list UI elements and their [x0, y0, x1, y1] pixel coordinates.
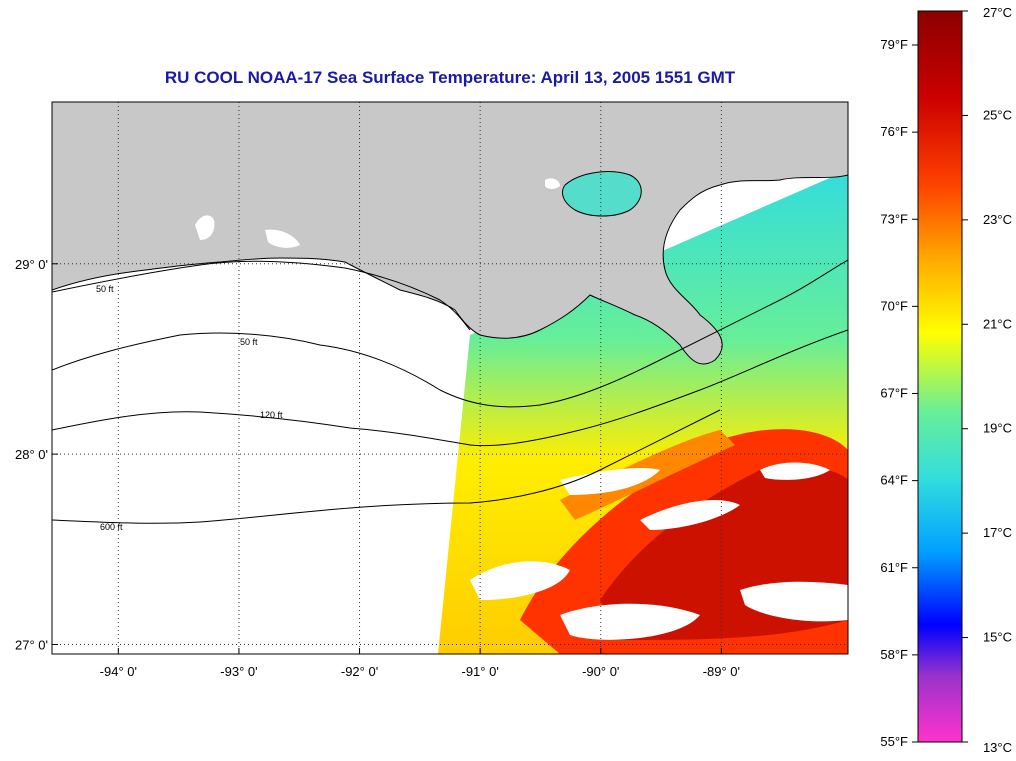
fahrenheit-label-4: 67°F — [880, 386, 908, 401]
longitude-axis: -94° 0' -93° 0' -92° 0' -91° 0' -90° 0' -89° … — [100, 648, 740, 679]
lon-tick-label-5: -89° 0' — [703, 664, 740, 679]
contour-label-600ft: 600 ft — [100, 522, 123, 532]
fahrenheit-label-2: 73°F — [880, 211, 908, 226]
fahrenheit-label-8: 55°F — [880, 734, 908, 749]
graticule — [52, 102, 848, 654]
inland-white-patches — [195, 178, 560, 248]
lat-tick-label-3: 27° 0' — [15, 637, 48, 652]
lon-tick-label-4: -90° 0' — [582, 664, 619, 679]
lon-tick-label-1: -93° 0' — [220, 664, 257, 679]
land-mass — [52, 102, 848, 365]
contour-lines — [52, 259, 848, 524]
map-title: RU COOL NOAA-17 Sea Surface Temperature:… — [164, 68, 736, 87]
celsius-label-3: 21°C — [983, 316, 1012, 331]
fahrenheit-label-1: 76°F — [880, 124, 908, 139]
fahrenheit-label-5: 64°F — [880, 473, 908, 488]
fahrenheit-label-3: 70°F — [880, 298, 908, 313]
celsius-label-2: 23°C — [983, 212, 1012, 227]
contour-label-50ft: 50 ft — [96, 284, 114, 294]
lat-tick-label-2: 28° 0' — [15, 447, 48, 462]
plot-border — [51, 101, 849, 655]
colorbar-celsius-labels: 27°C 25°C 23°C 21°C 19°C 17°C 15°C 13°C — [962, 5, 1012, 755]
fahrenheit-label-6: 61°F — [880, 560, 908, 575]
contour-label-50ft-2: 50 ft — [240, 337, 258, 347]
fahrenheit-label-7: 58°F — [880, 647, 908, 662]
celsius-label-6: 15°C — [983, 630, 1012, 645]
celsius-label-1: 25°C — [983, 107, 1012, 122]
lon-tick-label-0: -94° 0' — [100, 664, 137, 679]
colorbar: 27°C 25°C 23°C 21°C 19°C 17°C 15°C 13°C 79°F 76°… — [880, 5, 1012, 755]
fahrenheit-label-0: 79°F — [880, 37, 908, 52]
celsius-label-0: 27°C — [983, 5, 1012, 20]
colorbar-gradient — [917, 10, 963, 743]
celsius-label-5: 17°C — [983, 525, 1012, 540]
lon-tick-label-3: -91° 0' — [461, 664, 498, 679]
lake — [562, 171, 642, 217]
celsius-label-7: 13°C — [983, 740, 1012, 755]
contour-label-120ft: 120 ft — [260, 410, 283, 420]
cloud-patches — [470, 462, 848, 640]
colorbar-fahrenheit-labels: 79°F 76°F 73°F 70°F 67°F 64°F 61°F 58°F 55°F — [880, 37, 918, 749]
celsius-label-4: 19°C — [983, 421, 1012, 436]
lon-tick-label-2: -92° 0' — [341, 664, 378, 679]
lat-tick-label-1: 29° 0' — [15, 257, 48, 272]
latitude-axis: 29° 0' 28° 0' 27° 0' — [15, 257, 58, 652]
